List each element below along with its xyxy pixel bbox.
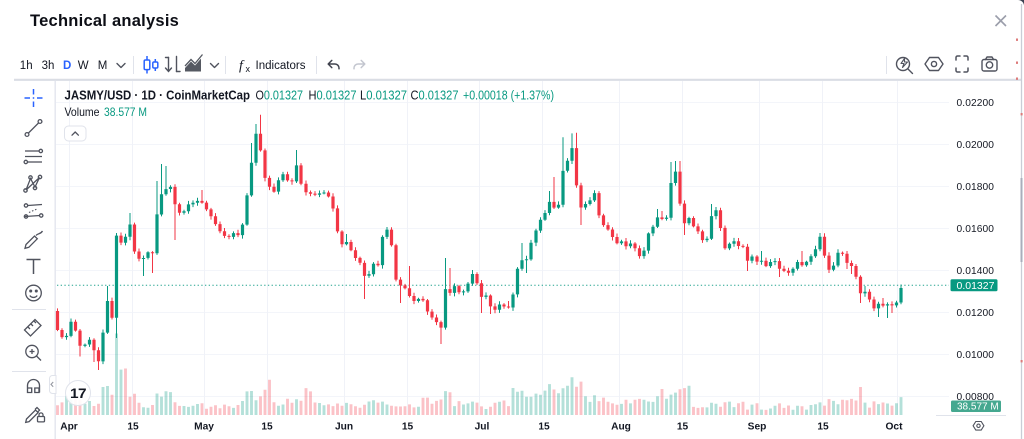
svg-text:May: May [194, 422, 214, 433]
svg-text:0.01000: 0.01000 [957, 350, 995, 361]
svg-text:0.01400: 0.01400 [957, 266, 995, 277]
svg-text:15: 15 [538, 422, 550, 433]
svg-text:15: 15 [677, 422, 689, 433]
svg-text:Jun: Jun [335, 422, 353, 433]
svg-text:38.577 M: 38.577 M [104, 106, 147, 119]
svg-text:H0.01327: H0.01327 [309, 89, 357, 103]
svg-text:Sep: Sep [748, 422, 767, 433]
svg-text:3h: 3h [42, 60, 55, 72]
svg-text:f: f [239, 59, 245, 74]
svg-text:Volume: Volume [65, 106, 100, 119]
svg-text:1h: 1h [20, 60, 33, 72]
svg-text:Indicators: Indicators [256, 60, 306, 72]
svg-text:L0.01327: L0.01327 [360, 89, 407, 103]
svg-text:Oct: Oct [886, 422, 904, 433]
svg-text:0.02000: 0.02000 [957, 140, 995, 151]
svg-text:15: 15 [817, 422, 829, 433]
svg-text:D: D [63, 60, 71, 72]
svg-text:0.01800: 0.01800 [957, 182, 995, 193]
svg-text:C0.01327: C0.01327 [411, 89, 459, 103]
svg-text:O0.01327: O0.01327 [256, 89, 304, 103]
svg-text:0.01200: 0.01200 [957, 308, 995, 319]
svg-text:17: 17 [70, 386, 86, 401]
svg-text:W: W [78, 60, 89, 72]
svg-text:Aug: Aug [611, 422, 631, 433]
svg-text:Jul: Jul [475, 422, 490, 433]
svg-text:x: x [246, 64, 251, 74]
svg-text:38.577 M: 38.577 M [957, 402, 999, 413]
svg-text:0.00800: 0.00800 [957, 392, 995, 403]
svg-text:0.01600: 0.01600 [957, 224, 995, 235]
svg-text:0.02200: 0.02200 [957, 98, 995, 109]
svg-text:+0.00018 (+1.37%): +0.00018 (+1.37%) [463, 89, 554, 103]
svg-text:15: 15 [402, 422, 414, 433]
svg-text:15: 15 [261, 422, 273, 433]
svg-text:Apr: Apr [60, 422, 78, 433]
svg-text:15: 15 [127, 422, 139, 433]
svg-text:JASMY/USD · 1D · CoinMarketCap: JASMY/USD · 1D · CoinMarketCap [65, 89, 251, 103]
svg-text:0.01327: 0.01327 [957, 280, 995, 292]
svg-text:M: M [98, 60, 108, 72]
